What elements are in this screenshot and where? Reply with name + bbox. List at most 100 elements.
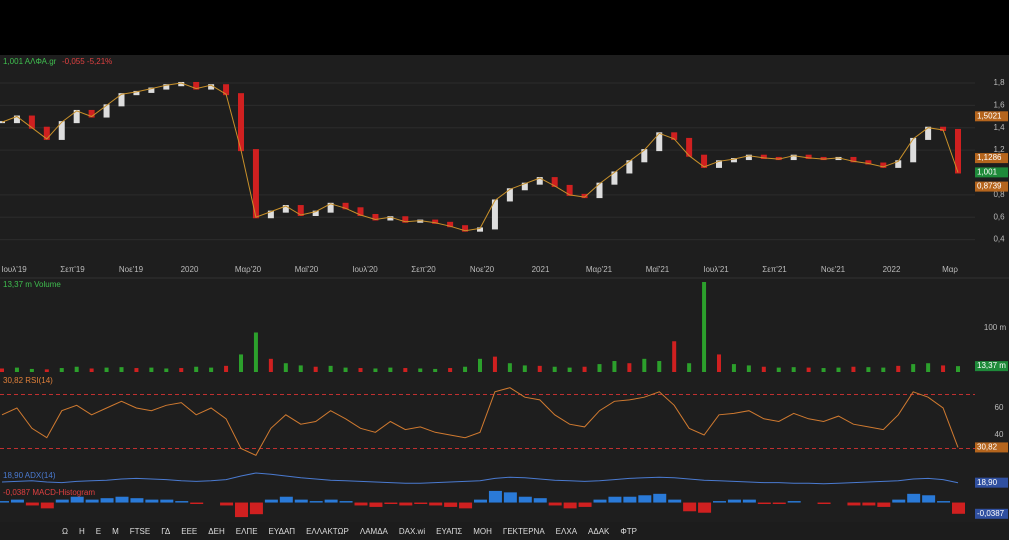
macd-bar [429, 502, 443, 506]
symbol-change: -0,055 -5,21% [62, 57, 112, 66]
volume-bar [268, 358, 273, 372]
candle [133, 90, 140, 96]
volume-bar [866, 367, 871, 372]
price-tag-label: 1,1286 [977, 153, 1002, 162]
macd-bar [474, 499, 487, 503]
candle [432, 219, 439, 224]
volume-bar [119, 367, 124, 372]
candle [178, 81, 185, 87]
toolbar-item[interactable]: ΕΛΠΕ [235, 526, 258, 536]
macd-bar [55, 499, 69, 503]
volume-bar [194, 366, 199, 372]
macd-bar [578, 502, 592, 507]
series-line [1, 472, 959, 485]
panel-title: 13,37 m Volume [3, 280, 61, 289]
price-tag-label: -0,0387 [977, 509, 1005, 518]
volume-bar [179, 368, 184, 372]
candle [865, 160, 872, 165]
panel-title: -0,0387 MACD-Histogram [3, 488, 95, 497]
price-tag [975, 167, 1008, 178]
macd-bar [563, 502, 577, 509]
chart-area: 1,001 ΑΛΦΑ.gr -0,055 -5,21% 0,4 0,6 0,8 1,2… [0, 55, 1009, 522]
toolbar-item[interactable]: ΦΤΡ [620, 526, 637, 536]
candle [477, 227, 483, 232]
toolbar-item[interactable]: ΕΥΑΠΣ [436, 526, 463, 536]
toolbar-item[interactable]: ΑΔΑΚ [588, 526, 610, 536]
candle [910, 137, 917, 163]
candle [880, 162, 887, 168]
symbol-price: 1,001 ΑΛΦΑ.gr [3, 57, 57, 66]
candle [730, 158, 737, 163]
macd-bar [533, 498, 547, 503]
toolbar-item[interactable]: ΓΔ [161, 526, 171, 536]
macd-bar [399, 502, 413, 506]
toolbar-item[interactable]: ΕΛΛΑΚΤΩΡ [306, 526, 349, 536]
x-tick-label: Ιουλ'19 [1, 265, 27, 274]
toolbar-item[interactable]: Ε [95, 526, 102, 536]
toolbar-item[interactable]: ΕΕΕ [181, 526, 198, 536]
candle [163, 84, 170, 90]
toolbar-item[interactable]: ΜΟΗ [473, 526, 492, 536]
candle [252, 149, 259, 219]
macd-bar [952, 502, 965, 514]
macd-bar [339, 501, 353, 503]
candle [417, 219, 424, 223]
macd-bar [160, 499, 174, 503]
toolbar-item[interactable]: ΔΕΗ [208, 526, 225, 536]
candle [820, 156, 827, 161]
macd-bar [757, 502, 771, 504]
toolbar-item[interactable]: DAX.wi [398, 526, 426, 536]
x-tick-label: Νοε'21 [821, 265, 846, 274]
toolbar-item[interactable]: Μ [112, 526, 119, 536]
x-tick-label: Μαρ'21 [586, 265, 613, 274]
y-tick-label: 60 [995, 403, 1004, 412]
macd-bar [190, 502, 204, 504]
candle [28, 115, 35, 129]
volume-bar [552, 366, 557, 372]
volume-bar [463, 366, 468, 372]
candle [566, 184, 573, 196]
volume-bar [507, 363, 512, 372]
toolbar-item[interactable]: ΕΥΔΑΠ [268, 526, 296, 536]
series-line [1, 82, 959, 232]
volume-bar [448, 368, 453, 372]
series-line [1, 387, 959, 456]
toolbar-item[interactable]: FTSE [129, 526, 151, 536]
candle [342, 202, 349, 210]
macd-bar [548, 502, 562, 506]
toolbar-item[interactable]: ΕΛΧΑ [555, 526, 578, 536]
volume-bar [522, 365, 527, 372]
macd-bar [862, 502, 876, 506]
volume-bar [836, 367, 841, 372]
volume-bar [642, 358, 647, 372]
y-tick-label: 0,6 [993, 212, 1005, 221]
price-tag [975, 153, 1008, 164]
panel-title: 18,90 ADX(14) [3, 471, 56, 480]
volume-bar [776, 367, 781, 372]
candle [925, 126, 932, 140]
candle [13, 115, 20, 124]
x-tick-label: Νοε'20 [470, 265, 495, 274]
macd-bar [145, 499, 159, 503]
x-tick-label: Σεπ'19 [60, 265, 85, 274]
volume-bar [702, 282, 707, 372]
candle [850, 156, 857, 163]
x-tick-label: 2020 [181, 265, 199, 274]
toolbar-item[interactable]: ΛΑΜΔΑ [359, 526, 388, 536]
candle [895, 160, 902, 168]
macd-bar [683, 502, 697, 512]
macd-bar [384, 502, 398, 504]
candle [790, 154, 797, 161]
x-tick-label: Σεπ'21 [762, 265, 787, 274]
toolbar-item[interactable]: Ω [62, 526, 68, 536]
volume-bar [746, 365, 751, 372]
macd-bar [772, 502, 786, 504]
candle [536, 177, 543, 185]
toolbar-item[interactable]: ΓΕΚΤΕΡΝΑ [502, 526, 545, 536]
price-tag-label: 1,001 [977, 167, 998, 176]
toolbar-item[interactable]: Η [78, 526, 85, 536]
macd-bar [922, 495, 936, 503]
x-tick-label: Μαϊ'20 [295, 265, 319, 274]
volume-bar [253, 332, 258, 372]
candle [312, 210, 319, 217]
